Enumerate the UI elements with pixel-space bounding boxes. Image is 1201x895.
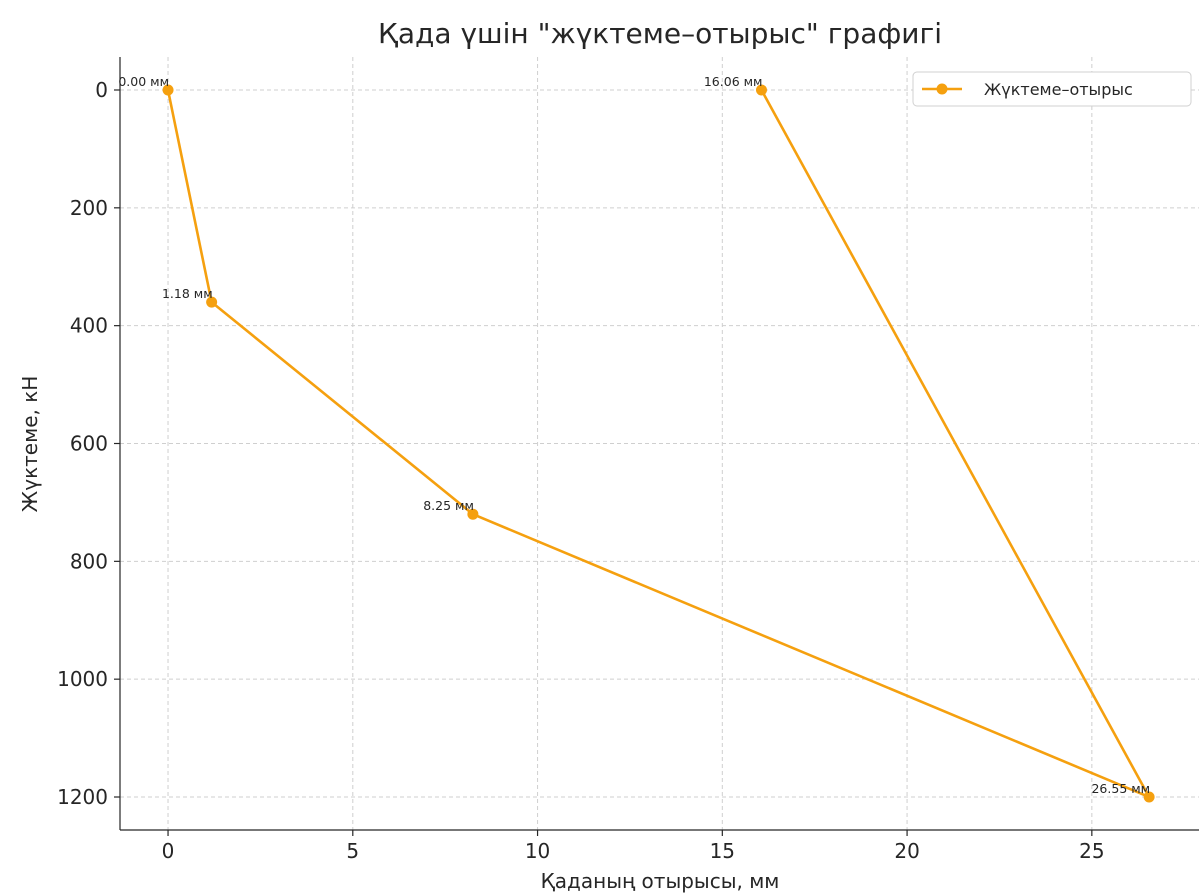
grid-layer	[120, 57, 1199, 830]
y-tick-label: 0	[95, 78, 108, 102]
y-tick-label: 200	[70, 196, 108, 220]
y-tick-label: 400	[70, 314, 108, 338]
axes-layer: 0 5 10 15 20 25 0 200 400 600 800 1000 1200	[57, 57, 1199, 863]
data-point	[467, 508, 479, 520]
legend-point-marker	[936, 83, 948, 95]
legend: Жүктеме–отырыс	[912, 71, 1192, 107]
y-tick-label: 1200	[57, 785, 108, 809]
x-axis-label: Қаданың отырысы, мм	[541, 869, 780, 893]
chart-title: Қада үшін "жүктеме–отырыс" графигі	[378, 17, 942, 50]
series-layer: 0.00 мм 1.18 мм 8.25 мм 26.55 мм 16.06 мм	[118, 74, 1155, 803]
x-tick-label: 0	[162, 839, 175, 863]
data-label: 1.18 мм	[162, 286, 213, 301]
data-point	[755, 84, 767, 96]
x-tick-label: 20	[894, 839, 919, 863]
y-tick-label: 1000	[57, 667, 108, 691]
y-axis-label: Жүктеме, кН	[18, 376, 42, 513]
data-label: 16.06 мм	[704, 74, 763, 89]
x-tick-label: 15	[710, 839, 735, 863]
data-point	[1143, 791, 1155, 803]
data-label: 8.25 мм	[423, 498, 474, 513]
series-line	[166, 89, 1151, 799]
data-label: 0.00 мм	[118, 74, 169, 89]
legend-entry-label: Жүктеме–отырыс	[984, 80, 1133, 99]
data-point	[162, 84, 174, 96]
data-label: 26.55 мм	[1091, 781, 1150, 796]
data-point	[206, 296, 218, 308]
x-tick-label: 10	[525, 839, 550, 863]
x-tick-label: 5	[346, 839, 359, 863]
y-tick-label: 800	[70, 549, 108, 573]
y-tick-label: 600	[70, 432, 108, 456]
x-tick-label: 25	[1079, 839, 1104, 863]
legend-box	[912, 71, 1192, 107]
